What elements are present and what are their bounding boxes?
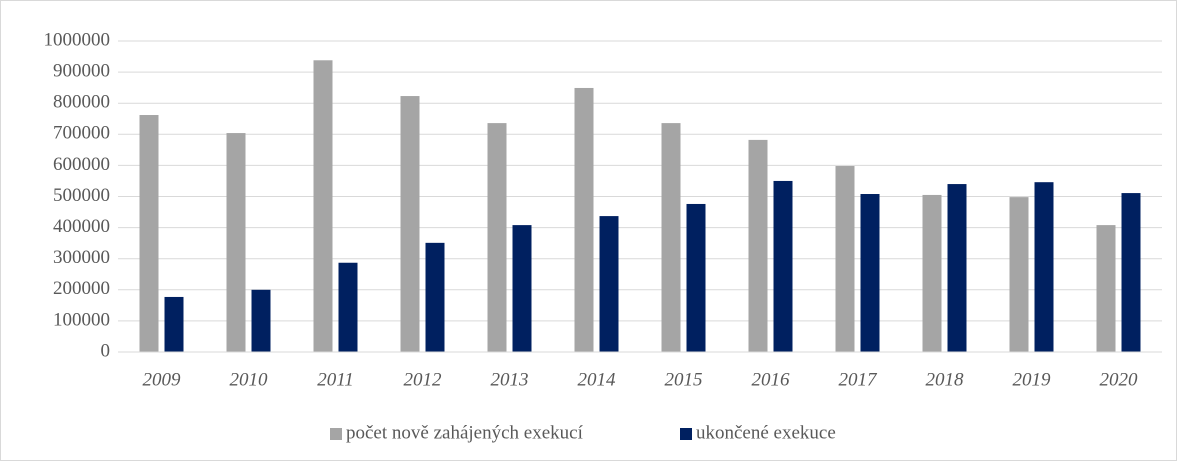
x-tick-label: 2011 (317, 369, 354, 390)
legend-label: ukončené exekuce (696, 422, 836, 443)
bar (748, 139, 768, 352)
y-tick-label: 900000 (53, 60, 110, 81)
bar (425, 242, 445, 352)
legend-swatch (330, 428, 342, 440)
bar (599, 216, 619, 352)
bar (574, 87, 594, 352)
y-tick-label: 800000 (53, 92, 110, 113)
bar (338, 262, 358, 352)
x-tick-label: 2010 (230, 369, 269, 390)
bar (860, 194, 880, 352)
y-tick-label: 200000 (53, 278, 110, 299)
bar (164, 296, 184, 352)
legend-label: počet nově zahájených exekucí (346, 422, 584, 443)
x-tick-label: 2018 (926, 369, 965, 390)
bar (1121, 193, 1141, 352)
bar (139, 115, 159, 352)
bar (773, 180, 793, 352)
x-tick-label: 2013 (491, 369, 529, 390)
y-tick-label: 100000 (53, 309, 110, 330)
bar (1096, 225, 1116, 352)
x-tick-label: 2015 (665, 369, 703, 390)
y-tick-label: 400000 (53, 216, 110, 237)
bar (922, 194, 942, 352)
y-tick-label: 700000 (53, 123, 110, 144)
legend-swatch (680, 428, 692, 440)
y-tick-label: 0 (101, 340, 111, 361)
bar (512, 225, 532, 352)
x-tick-label: 2014 (578, 369, 617, 390)
bar (947, 184, 967, 352)
x-tick-label: 2016 (752, 369, 791, 390)
bar (313, 60, 333, 352)
bar (661, 123, 681, 352)
y-tick-label: 500000 (53, 185, 110, 206)
bar (1009, 197, 1029, 352)
bar (251, 289, 271, 352)
bar (226, 133, 246, 352)
y-tick-label: 300000 (53, 247, 110, 268)
bar (400, 96, 420, 352)
bar (1034, 182, 1054, 352)
x-tick-label: 2020 (1100, 369, 1139, 390)
x-tick-label: 2019 (1013, 369, 1052, 390)
bar (487, 123, 507, 352)
bar (686, 203, 706, 352)
x-tick-label: 2009 (143, 369, 182, 390)
x-tick-label: 2012 (404, 369, 443, 390)
y-tick-label: 1000000 (44, 29, 111, 50)
x-tick-label: 2017 (839, 369, 879, 390)
bar (835, 166, 855, 352)
y-tick-label: 600000 (53, 154, 110, 175)
